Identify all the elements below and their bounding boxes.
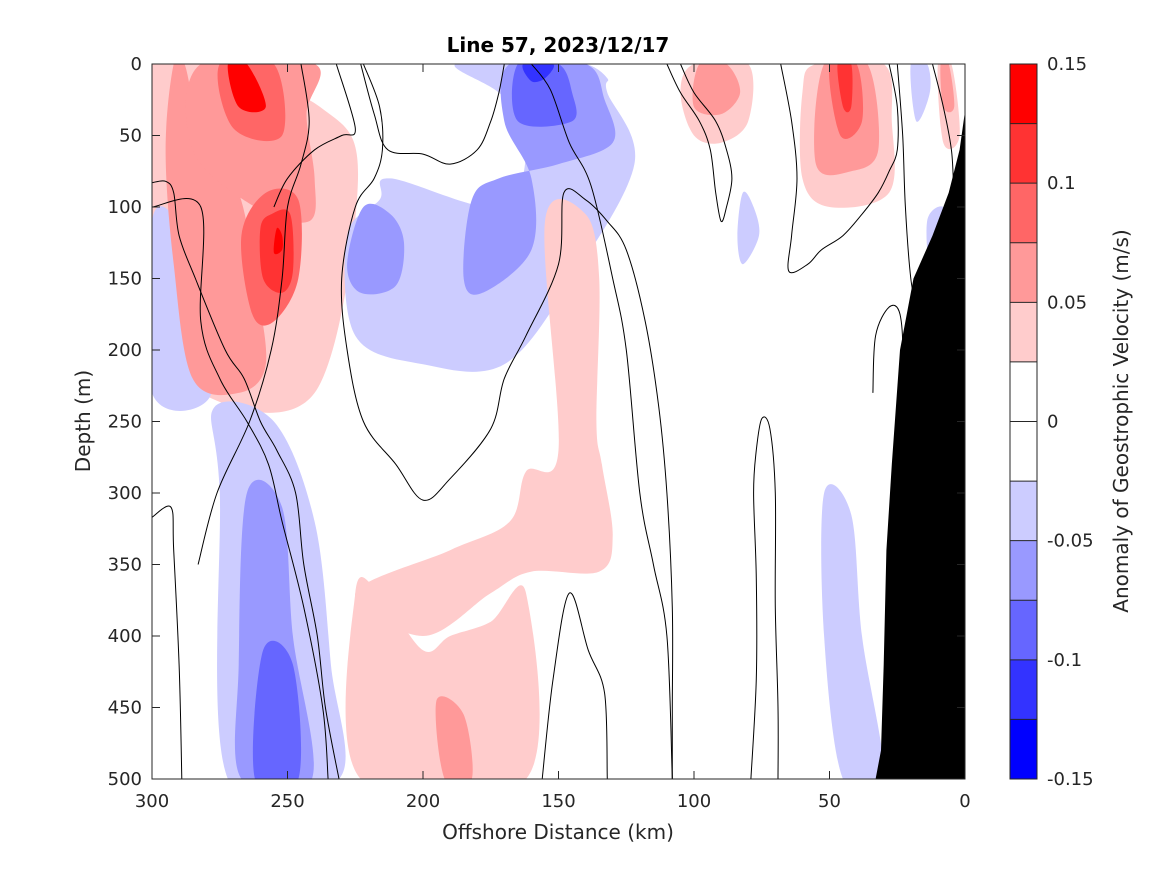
- bathymetry-layer: [875, 111, 965, 779]
- zero-contour-line: [780, 64, 899, 274]
- zero-contour-line: [152, 198, 329, 779]
- negative-velocity-region: [463, 64, 616, 295]
- positive-velocity-region: [165, 64, 267, 396]
- colorbar-tick-label: -0.15: [1047, 769, 1094, 790]
- colorbar-band: [1010, 302, 1037, 362]
- colorbar-label: Anomaly of Geostrophic Velocity (m/s): [1109, 229, 1133, 612]
- zero-contours: [152, 64, 965, 779]
- colorbar-band: [1010, 481, 1037, 541]
- positive-velocity-region: [355, 198, 613, 636]
- y-tick-label: 250: [108, 412, 142, 433]
- y-tick-label: 350: [108, 555, 142, 576]
- positive-velocity-region: [940, 64, 955, 113]
- velocity-regions: [152, 64, 960, 779]
- x-tick-label: 300: [135, 791, 169, 812]
- colorbar-band: [1010, 659, 1037, 720]
- colorbar-tick-label: -0.1: [1047, 650, 1082, 671]
- colorbar-tick-label: -0.05: [1047, 531, 1094, 552]
- colorbar-band: [1010, 719, 1037, 779]
- zero-contour-line: [197, 64, 310, 565]
- colorbar-band: [1010, 183, 1037, 243]
- x-tick-label: 0: [959, 791, 970, 812]
- negative-velocity-region: [737, 191, 760, 265]
- zero-contour-line: [273, 64, 356, 208]
- y-tick-label: 50: [119, 126, 142, 147]
- zero-contour-line: [666, 64, 733, 223]
- x-tick-label: 200: [406, 791, 440, 812]
- colorbar-tick-label: 0.15: [1047, 54, 1087, 75]
- x-tick-label: 100: [677, 791, 711, 812]
- colorbar-tick-label: 0.05: [1047, 292, 1087, 313]
- positive-velocity-region: [185, 64, 321, 223]
- negative-velocity-region: [821, 484, 885, 779]
- zero-contour-line: [530, 64, 673, 779]
- positive-velocity-region: [345, 577, 540, 779]
- positive-velocity-region: [273, 227, 283, 255]
- negative-velocity-region: [511, 64, 577, 127]
- negative-velocity-region: [347, 203, 405, 295]
- y-tick-label: 0: [131, 54, 142, 75]
- colorbar-band: [1010, 540, 1037, 601]
- y-axis: 0 50 100 150 200 250 300 350 400 450 500: [108, 54, 965, 790]
- positive-velocity-region: [837, 64, 853, 113]
- x-tick-label: 150: [541, 791, 575, 812]
- positive-velocity-region: [227, 64, 266, 113]
- x-axis: 300 250 200 150 100 50 0: [135, 64, 971, 812]
- colorbar-tick-label: 0: [1047, 412, 1058, 433]
- positive-velocity-region: [692, 64, 741, 116]
- y-tick-label: 300: [108, 483, 142, 504]
- y-tick-label: 450: [108, 698, 142, 719]
- negative-velocity-region: [252, 640, 302, 779]
- colorbar-frame: [1009, 63, 1038, 780]
- zero-contour-line: [541, 592, 608, 779]
- x-axis-label: Offshore Distance (km): [442, 820, 674, 844]
- zero-contour-line: [152, 180, 340, 779]
- zero-contour-line: [750, 416, 779, 779]
- colorbar-band: [1010, 242, 1037, 303]
- colorbar-band: [1010, 123, 1037, 184]
- colorbar-band: [1010, 64, 1037, 124]
- zero-contour-line: [152, 505, 183, 779]
- positive-velocity-region: [435, 696, 473, 779]
- bathymetry-fill: [875, 111, 965, 779]
- y-axis-label: Depth (m): [71, 370, 95, 472]
- y-tick-label: 100: [108, 197, 142, 218]
- chart-title: Line 57, 2023/12/17: [447, 33, 670, 57]
- colorbar-band: [1010, 600, 1037, 660]
- x-tick-label: 250: [270, 791, 304, 812]
- colorbar-tick-label: 0.1: [1047, 173, 1076, 194]
- y-tick-label: 150: [108, 269, 142, 290]
- plot-area: [152, 64, 965, 779]
- negative-velocity-region: [910, 64, 931, 122]
- y-tick-label: 500: [108, 769, 142, 790]
- zero-contour-line: [340, 64, 674, 779]
- colorbar: 0.15 0.1 0.05 0 -0.05 -0.1 -0.15: [1009, 54, 1094, 790]
- zero-contour-line: [360, 64, 505, 165]
- negative-velocity-region: [522, 64, 554, 83]
- y-tick-label: 200: [108, 340, 142, 361]
- y-tick-label: 400: [108, 626, 142, 647]
- x-tick-label: 50: [818, 791, 841, 812]
